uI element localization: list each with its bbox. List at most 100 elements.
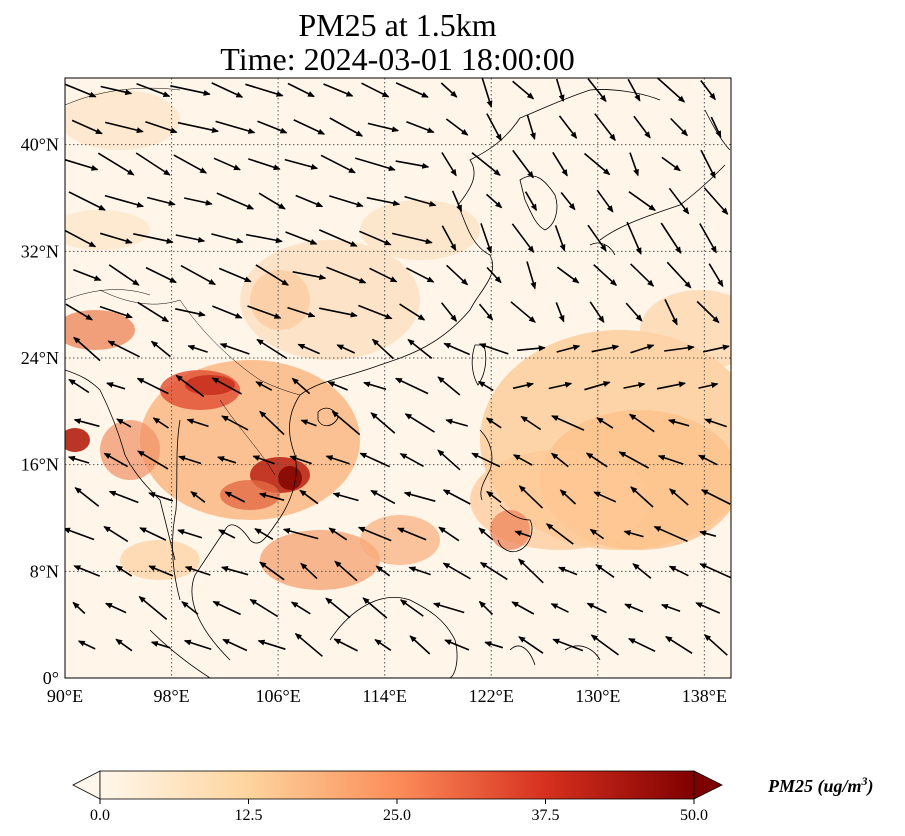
wind-arrow: [586, 602, 607, 614]
wind-arrow: [630, 263, 655, 287]
wind-arrow: [552, 151, 568, 177]
map-area: [64, 77, 732, 679]
wind-arrow: [667, 418, 690, 427]
wind-arrow: [526, 261, 537, 290]
gridlines: [65, 78, 731, 678]
wind-arrow: [555, 302, 565, 323]
wind-arrow: [213, 157, 241, 171]
wind-arrow: [477, 380, 494, 392]
wind-arrow: [591, 344, 620, 353]
wind-arrow: [510, 301, 536, 323]
wind-arrow: [173, 154, 208, 174]
wind-arrow: [136, 82, 171, 98]
wind-arrow: [399, 599, 424, 617]
wind-arrow: [440, 82, 458, 98]
wind-arrow: [68, 191, 106, 211]
wind-arrow: [294, 633, 323, 657]
wind-vectors: [65, 78, 731, 657]
wind-arrow: [177, 121, 219, 133]
wind-arrow: [665, 636, 693, 654]
wind-arrow: [409, 635, 431, 655]
wind-arrow: [297, 343, 320, 355]
wind-arrow: [666, 261, 692, 289]
wind-arrow: [486, 113, 502, 142]
wind-arrow: [514, 530, 531, 538]
wind-arrow: [326, 266, 367, 284]
wind-arrow: [370, 412, 396, 434]
wind-arrow: [73, 418, 100, 428]
wind-arrow: [212, 305, 243, 319]
wind-arrow: [334, 560, 358, 582]
wind-arrow: [432, 602, 465, 614]
wind-arrow: [545, 523, 574, 545]
wind-arrow: [245, 83, 284, 97]
wind-arrow: [284, 158, 319, 170]
wind-arrow: [395, 82, 429, 98]
wind-arrow: [300, 562, 318, 580]
wind-arrow: [150, 340, 171, 358]
lat-tick-label: 16°N: [21, 455, 59, 475]
wind-arrow: [73, 565, 100, 577]
colorbar-ticks: 0.0 12.5 25.0 37.5 50.0: [90, 799, 708, 824]
wind-arrow: [255, 264, 289, 286]
wind-arrow: [403, 491, 436, 502]
wind-arrow: [451, 190, 463, 213]
wind-arrow: [178, 455, 202, 465]
wind-arrow: [248, 158, 281, 171]
wind-arrow: [175, 234, 206, 243]
wind-arrow: [708, 263, 724, 288]
wind-arrow: [623, 530, 644, 538]
wind-arrow: [217, 456, 237, 464]
wind-arrow: [478, 343, 509, 355]
wind-arrow: [366, 196, 401, 207]
wind-arrow: [480, 223, 492, 254]
colorbar-extend-low: [72, 770, 101, 800]
wind-arrow: [625, 302, 643, 322]
wind-arrow: [484, 641, 504, 649]
wind-arrow: [256, 338, 288, 360]
lat-tick-label: 24°N: [21, 348, 59, 368]
wind-arrow: [258, 492, 285, 501]
wind-arrow: [703, 187, 729, 215]
wind-arrow: [630, 344, 655, 354]
lon-tick-label: 98°E: [153, 686, 189, 706]
lat-tick-label: 8°N: [30, 561, 59, 581]
wind-arrow: [295, 194, 324, 208]
wind-arrow: [399, 303, 426, 321]
colorbar: 0.0 12.5 25.0 37.5 50.0: [72, 770, 723, 824]
wind-arrow: [107, 340, 140, 358]
wind-arrow: [550, 603, 569, 613]
wind-arrow: [184, 197, 213, 206]
wind-arrow: [186, 418, 209, 428]
wind-arrow: [441, 225, 457, 252]
wind-arrow: [357, 526, 392, 542]
wind-arrow: [555, 78, 565, 102]
wind-arrow: [442, 562, 471, 580]
wind-arrow: [699, 563, 731, 579]
wind-arrow: [257, 120, 288, 134]
colorbar-gradient: [99, 770, 695, 800]
wind-arrow: [183, 639, 212, 651]
wind-arrow: [175, 374, 205, 398]
wind-arrow: [668, 187, 690, 215]
wind-arrow: [329, 117, 364, 137]
wind-arrow: [221, 415, 249, 431]
wind-arrow: [585, 452, 608, 468]
wind-arrow: [327, 381, 348, 391]
wind-arrow: [587, 224, 607, 252]
wind-arrow: [702, 344, 730, 353]
wind-arrow: [293, 119, 326, 135]
colorbar-extend-high: [693, 770, 723, 800]
lat-tick-label: 40°N: [21, 135, 59, 155]
wind-arrow: [106, 382, 126, 390]
wind-arrow: [103, 452, 128, 468]
wind-arrow: [65, 229, 97, 248]
wind-arrow: [670, 117, 688, 137]
wind-arrow: [700, 80, 716, 101]
wind-arrow: [187, 344, 208, 353]
wind-arrow: [698, 382, 719, 389]
wind-arrow: [559, 489, 577, 505]
wind-arrow: [558, 115, 578, 139]
wind-arrow: [299, 489, 319, 505]
